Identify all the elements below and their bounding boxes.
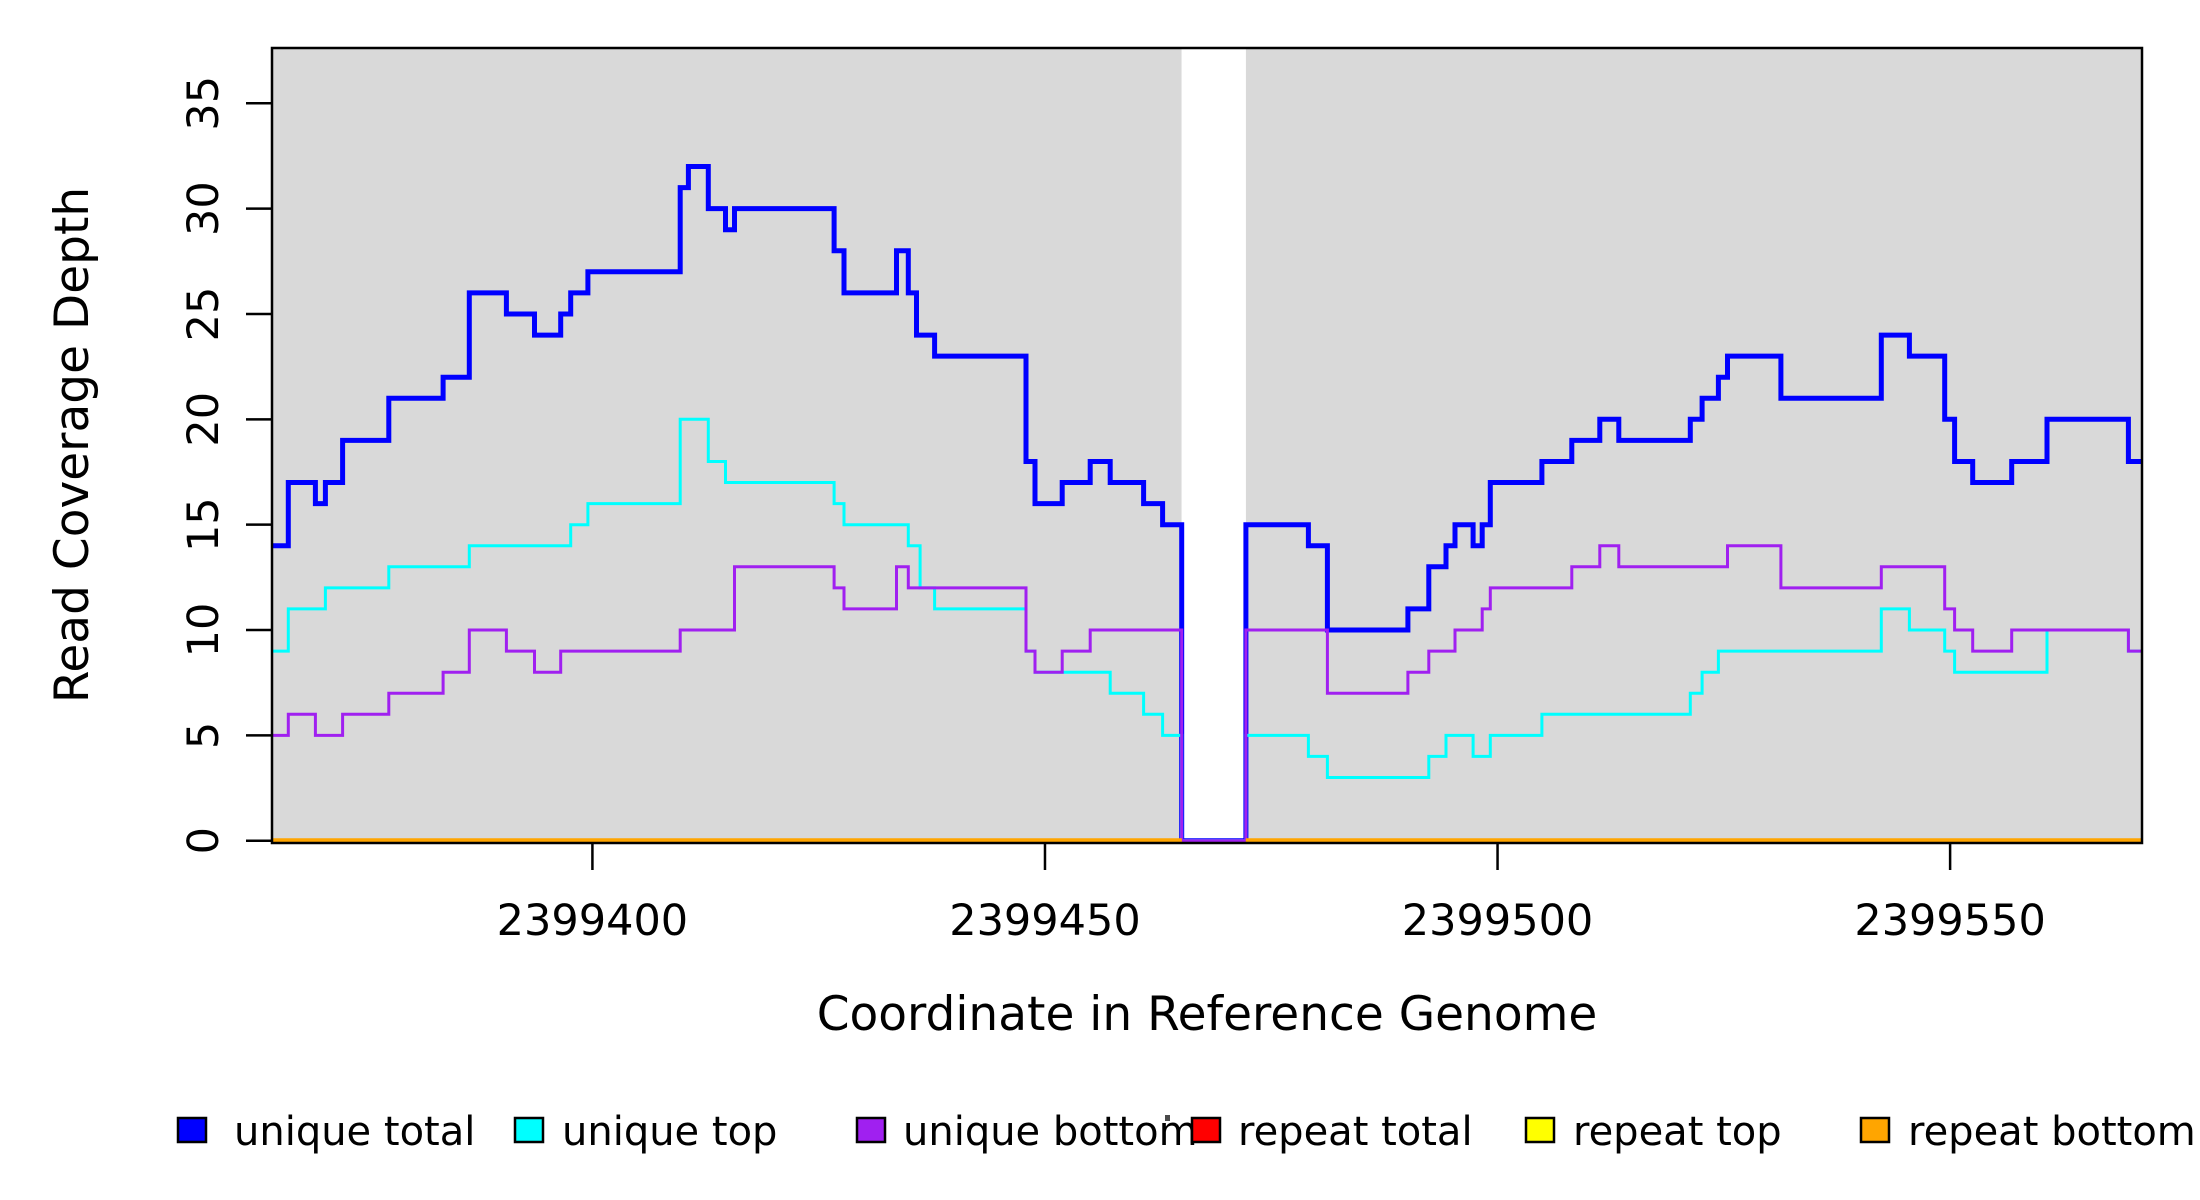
plot-bg-left (272, 48, 1182, 843)
legend-item-repeat-bottom: repeat bottom (1859, 1109, 2196, 1155)
legend-item-repeat-top: repeat top (1524, 1109, 1782, 1155)
y-tick-label: 30 (179, 181, 229, 236)
y-tick-label: 10 (179, 603, 229, 658)
legend-swatch-icon (855, 1116, 887, 1144)
y-axis-title: Read Coverage Depth (45, 187, 100, 703)
legend-swatch-icon (1190, 1116, 1222, 1144)
series-lines (272, 164, 2142, 844)
x-tick-label: 2399500 (1402, 896, 1594, 946)
legend-item-unique-top: unique top (513, 1109, 777, 1155)
legend: unique total unique top unique bottom repea… (176, 1109, 2196, 1155)
plot-background (272, 48, 2142, 843)
x-tick-label: 2399550 (1854, 896, 2046, 946)
legend-swatch-icon (176, 1116, 208, 1144)
plot-box-border (270, 46, 2144, 845)
plot-bg-right (1245, 48, 2142, 843)
series-unique-total-line (272, 164, 2142, 844)
legend-label: repeat top (1573, 1109, 1782, 1155)
y-tick-label: 20 (179, 392, 229, 447)
x-tick-label: 2399400 (497, 896, 689, 946)
x-axis-title: Coordinate in Reference Genome (817, 987, 1598, 1042)
coverage-gap-region (1181, 48, 1246, 843)
legend-item-unique-bottom: unique bottom (855, 1109, 1198, 1155)
legend-item-repeat-total: repeat total (1190, 1109, 1473, 1155)
legend-label: unique top (562, 1109, 777, 1155)
legend-label: unique bottom (903, 1109, 1198, 1155)
y-tick-label: 35 (179, 76, 229, 131)
legend-item-unique-total: unique total (176, 1109, 475, 1155)
legend-swatch-icon (1859, 1116, 1891, 1144)
y-tick-label: 5 (179, 722, 229, 749)
legend-label: unique total (234, 1109, 475, 1155)
legend-label: repeat total (1238, 1109, 1473, 1155)
x-tick-label: 2399450 (949, 896, 1141, 946)
y-axis: 0 5 10 15 20 25 30 35 (179, 76, 272, 854)
legend-swatch-icon (1524, 1116, 1556, 1144)
legend-stray-dot-artifact (1165, 1115, 1170, 1121)
y-tick-label: 25 (179, 287, 229, 342)
legend-swatch-icon (513, 1116, 545, 1144)
series-unique-bottom-line (272, 544, 2142, 843)
legend-label: repeat bottom (1908, 1109, 2196, 1155)
x-axis: 2399400 2399450 2399500 2399550 (497, 843, 2046, 946)
series-unique-top-line (272, 417, 2142, 843)
y-tick-label: 0 (179, 827, 229, 854)
y-tick-label: 15 (179, 497, 229, 552)
